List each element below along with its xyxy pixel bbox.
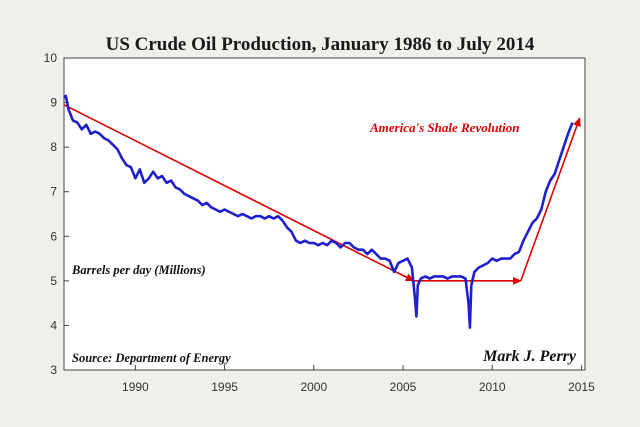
y-tick-label: 4 — [50, 318, 57, 332]
x-tick-label: 2005 — [390, 380, 417, 394]
x-tick-label: 2010 — [479, 380, 506, 394]
trend-arrows — [63, 104, 581, 285]
y-tick-label: 9 — [50, 96, 57, 110]
y-tick-label: 7 — [50, 185, 57, 199]
annotation-shale-revolution: America's Shale Revolution — [369, 120, 520, 135]
y-tick-label: 10 — [44, 51, 58, 65]
x-tick-label: 1995 — [211, 380, 238, 394]
x-axis: 1990 1995 2000 2005 2010 2015 — [122, 365, 595, 394]
y-tick-label: 6 — [50, 229, 57, 243]
x-tick-label: 2015 — [568, 380, 595, 394]
y-tick-label: 5 — [50, 274, 57, 288]
author-signature: Mark J. Perry — [482, 348, 577, 365]
trend-arrow — [63, 104, 415, 282]
x-tick-label: 1990 — [122, 380, 149, 394]
series-line-crude-oil-production — [62, 94, 574, 329]
y-axis-label: Barrels per day (Millions) — [71, 263, 206, 277]
y-axis: 3 4 5 6 7 8 9 10 — [44, 51, 69, 377]
source-note: Source: Department of Energy — [72, 351, 231, 365]
trend-arrow — [520, 117, 581, 282]
y-tick-label: 8 — [50, 140, 57, 154]
chart-title: US Crude Oil Production, January 1986 to… — [106, 34, 535, 55]
plot-area — [63, 57, 586, 371]
x-tick-label: 2000 — [300, 380, 327, 394]
y-tick-label: 3 — [50, 363, 57, 377]
